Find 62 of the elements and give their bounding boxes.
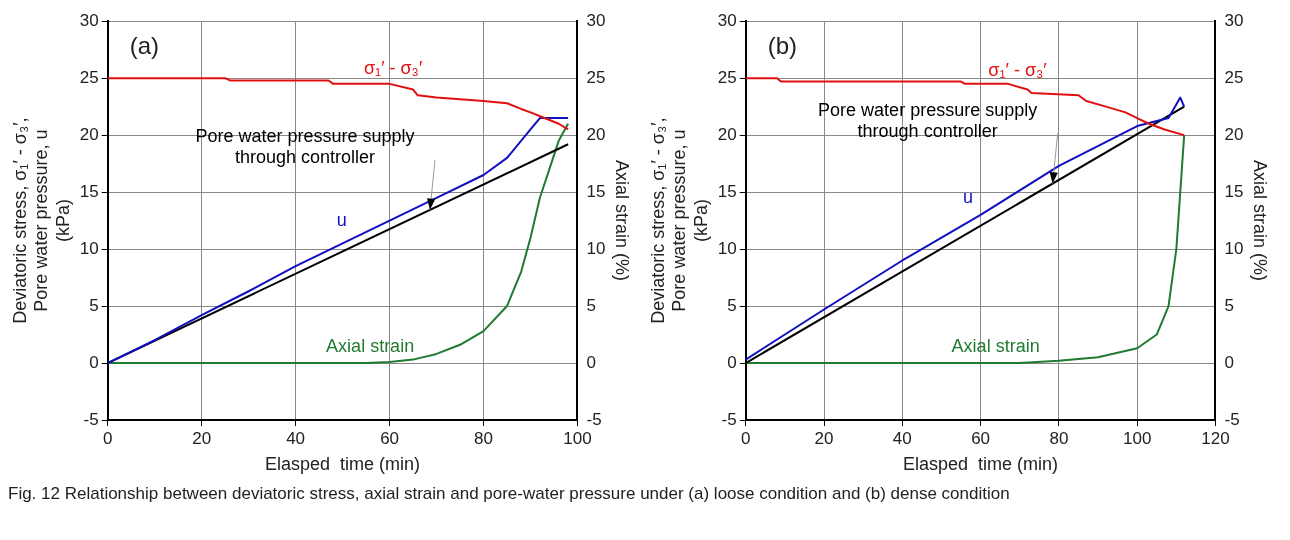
y2-tick-label: 5	[586, 295, 596, 315]
y-tick-label: 10	[79, 238, 99, 258]
x-tick-label: 20	[192, 428, 212, 448]
x-tick-label: 0	[102, 428, 113, 448]
y-tick-label: 0	[89, 352, 99, 372]
y-tick-label: 20	[79, 124, 99, 144]
y-tick-label: 30	[717, 10, 737, 30]
y-tick-label: -5	[721, 409, 737, 429]
y-tick-label: 5	[89, 295, 99, 315]
y2-tick-label: 30	[586, 10, 606, 30]
y2-axis-title: Axial strain (%)	[1250, 160, 1271, 282]
y2-tick-label: 5	[1224, 295, 1234, 315]
y2-tick-label: 10	[1224, 238, 1244, 258]
y2-tick-label: 15	[586, 181, 606, 201]
chart-title: (b)	[767, 31, 798, 59]
y2-tick-label: 20	[1224, 124, 1244, 144]
y-tick-label: 25	[717, 67, 737, 87]
y2-tick-label: 10	[586, 238, 606, 258]
x-axis-title: Elasped time (min)	[903, 454, 1059, 475]
x-tick-label: 100	[563, 428, 592, 448]
x-tick-label: 0	[740, 428, 751, 448]
x-axis-title: Elasped time (min)	[265, 454, 421, 475]
y-tick-label: 30	[79, 10, 99, 30]
x-tick-label: 100	[1123, 428, 1152, 448]
y-axis-title: Deviatoric stress, σ₁′ - σ₃′, Pore water pressure, u (kPa)	[9, 117, 73, 324]
caption: Fig. 12 Relationship between deviatoric stress, axial strain and pore-water pressure under (a) loose condition and (b) dense condition	[8, 484, 1011, 504]
y2-tick-label: 0	[586, 352, 596, 372]
y-tick-label: -5	[83, 409, 99, 429]
x-tick-label: 80	[1049, 428, 1069, 448]
series-label: u	[336, 209, 347, 230]
y2-axis-title: Axial strain (%)	[612, 160, 633, 282]
y-tick-label: 20	[717, 124, 737, 144]
chart-title: (a)	[129, 31, 160, 59]
x-tick-label: 20	[814, 428, 834, 448]
y2-tick-label: 25	[1224, 67, 1244, 87]
y-tick-label: 15	[79, 181, 99, 201]
series-label: u	[963, 187, 974, 208]
series-label: σ₁′ - σ₃′	[363, 57, 423, 78]
text: Pore water pressure supply through controller	[195, 126, 415, 168]
y-tick-label: 10	[717, 238, 737, 258]
y2-tick-label: 20	[586, 124, 606, 144]
series-label: σ₁′ - σ₃′	[988, 59, 1048, 80]
y2-tick-label: 25	[586, 67, 606, 87]
y-tick-label: 5	[727, 295, 737, 315]
y-tick-label: 0	[727, 352, 737, 372]
x-tick-label: 40	[286, 428, 306, 448]
x-tick-label: 120	[1201, 428, 1230, 448]
y2-tick-label: -5	[586, 409, 602, 429]
y-axis-title: Deviatoric stress, σ₁′ - σ₃′, Pore water pressure, u (kPa)	[647, 117, 711, 324]
series-label: Axial strain	[951, 336, 1040, 356]
series-label: Axial strain	[326, 335, 415, 356]
x-tick-label: 60	[380, 428, 400, 448]
x-tick-label: 60	[971, 428, 991, 448]
y2-tick-label: 30	[1224, 10, 1244, 30]
y2-tick-label: -5	[1224, 409, 1240, 429]
text: Pore water pressure supply through controller	[818, 100, 1038, 142]
y2-tick-label: 15	[1224, 181, 1244, 201]
y-tick-label: 25	[79, 67, 99, 87]
y-tick-label: 15	[717, 181, 737, 201]
y2-tick-label: 0	[1224, 352, 1234, 372]
x-tick-label: 80	[474, 428, 493, 448]
x-tick-label: 40	[892, 428, 912, 448]
